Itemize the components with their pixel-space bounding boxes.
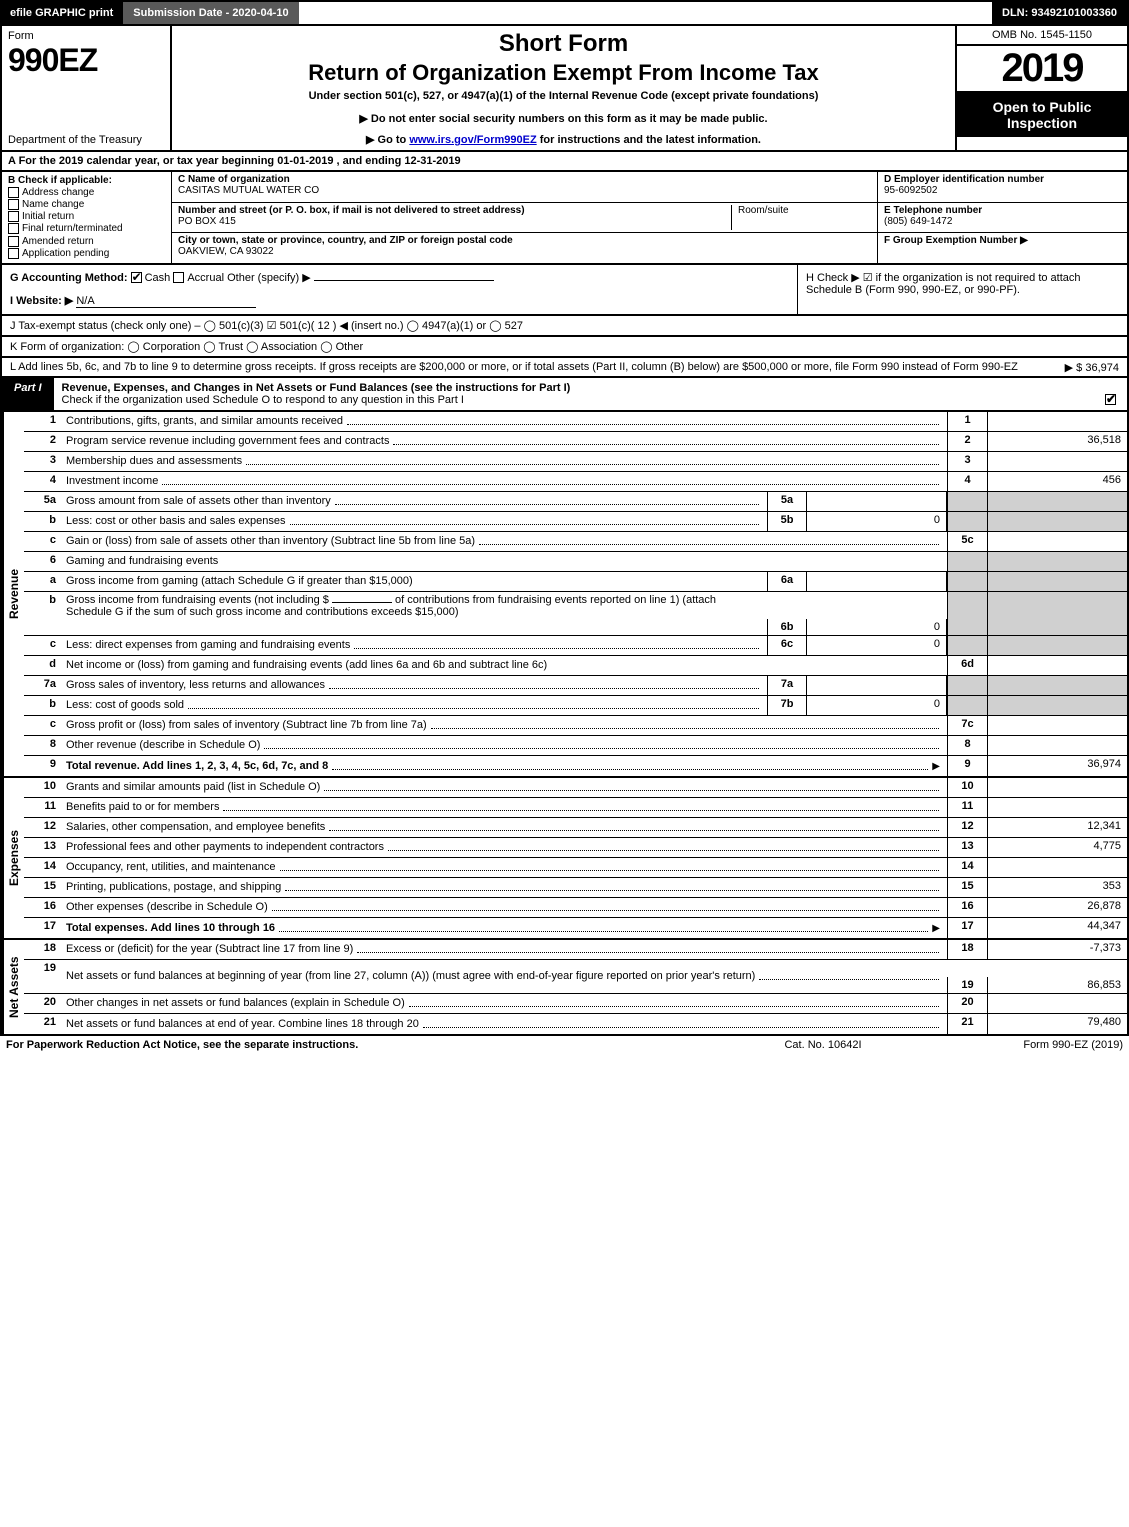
cb-accrual[interactable] — [173, 272, 184, 283]
row-i: I Website: ▶ N/A — [10, 294, 789, 308]
efile-print-button[interactable]: efile GRAPHIC print — [2, 2, 123, 24]
line-10-value — [987, 778, 1127, 797]
tel-label: E Telephone number — [884, 205, 982, 216]
line-14-value — [987, 858, 1127, 877]
row-g: G Accounting Method: Cash Accrual Other … — [10, 271, 789, 284]
part-i-title: Revenue, Expenses, and Changes in Net As… — [62, 382, 571, 394]
irs-link[interactable]: www.irs.gov/Form990EZ — [409, 134, 536, 146]
cb-application-pending[interactable]: Application pending — [8, 248, 165, 259]
department-label: Department of the Treasury — [8, 134, 164, 146]
line-4-value: 456 — [987, 472, 1127, 491]
line-5c-value — [987, 532, 1127, 551]
line-7a-value — [807, 676, 947, 695]
line-7b-value: 0 — [807, 696, 947, 715]
info-block: B Check if applicable: Address change Na… — [0, 172, 1129, 265]
line-13-value: 4,775 — [987, 838, 1127, 857]
line-16-value: 26,878 — [987, 898, 1127, 917]
page-footer: For Paperwork Reduction Act Notice, see … — [0, 1036, 1129, 1054]
line-6a-value — [807, 572, 947, 591]
header-center: Short Form Return of Organization Exempt… — [172, 26, 957, 150]
city-value: OAKVIEW, CA 93022 — [178, 246, 274, 257]
line-8-value — [987, 736, 1127, 755]
line-2-value: 36,518 — [987, 432, 1127, 451]
box-b-title: B Check if applicable: — [8, 175, 112, 186]
top-bar: efile GRAPHIC print Submission Date - 20… — [0, 0, 1129, 26]
header-left: Form 990EZ Department of the Treasury — [2, 26, 172, 150]
box-d-e-f: D Employer identification number 95-6092… — [877, 172, 1127, 263]
box-c: C Name of organization CASITAS MUTUAL WA… — [172, 172, 877, 263]
cb-final-return[interactable]: Final return/terminated — [8, 223, 165, 234]
line-9-value: 36,974 — [987, 756, 1127, 776]
goto-post: for instructions and the latest informat… — [537, 134, 761, 146]
line-6c-value: 0 — [807, 636, 947, 655]
tax-year: 2019 — [957, 46, 1127, 91]
org-name-label: C Name of organization — [178, 174, 871, 185]
submission-date: Submission Date - 2020-04-10 — [123, 2, 298, 24]
form-number: 990EZ — [8, 42, 97, 78]
tel-value: (805) 649-1472 — [884, 216, 952, 227]
row-h: H Check ▶ ☑ if the organization is not r… — [797, 265, 1127, 314]
line-5a-value — [807, 492, 947, 511]
room-suite-label: Room/suite — [731, 205, 871, 231]
netassets-side-label: Net Assets — [2, 940, 24, 1034]
line-18-value: -7,373 — [987, 940, 1127, 959]
row-l-amount: ▶ $ 36,974 — [1065, 361, 1119, 374]
ssn-notice: ▶ Do not enter social security numbers o… — [182, 112, 945, 125]
line-19-value: 86,853 — [987, 977, 1127, 993]
goto-pre: ▶ Go to — [366, 134, 409, 146]
part-i-check: Check if the organization used Schedule … — [62, 394, 464, 406]
cb-initial-return[interactable]: Initial return — [8, 211, 165, 222]
part-i-header: Part I Revenue, Expenses, and Changes in… — [0, 378, 1129, 412]
form-footer-label: Form 990-EZ (2019) — [923, 1039, 1123, 1051]
street-value: PO BOX 415 — [178, 216, 236, 227]
return-title: Return of Organization Exempt From Incom… — [182, 60, 945, 86]
revenue-side-label: Revenue — [2, 412, 24, 776]
cb-address-change[interactable]: Address change — [8, 187, 165, 198]
city-label: City or town, state or province, country… — [178, 235, 871, 246]
line-11-value — [987, 798, 1127, 817]
line-5b-value: 0 — [807, 512, 947, 531]
line-3-value — [987, 452, 1127, 471]
org-name: CASITAS MUTUAL WATER CO — [178, 185, 319, 196]
open-inspection: Open to Public Inspection — [957, 91, 1127, 137]
under-section: Under section 501(c), 527, or 4947(a)(1)… — [182, 90, 945, 102]
row-ghi: G Accounting Method: Cash Accrual Other … — [0, 265, 1129, 316]
line-6b-value: 0 — [807, 619, 947, 635]
expenses-side-label: Expenses — [2, 778, 24, 938]
line-1-value — [987, 412, 1127, 431]
ein-label: D Employer identification number — [884, 174, 1044, 185]
dln-label: DLN: 93492101003360 — [992, 2, 1127, 24]
box-b: B Check if applicable: Address change Na… — [2, 172, 172, 263]
row-a-taxyear: A For the 2019 calendar year, or tax yea… — [0, 152, 1129, 172]
website-value: N/A — [76, 295, 256, 308]
omb-number: OMB No. 1545-1150 — [957, 26, 1127, 46]
ein-value: 95-6092502 — [884, 185, 937, 196]
line-6d-value — [987, 656, 1127, 675]
catalog-number: Cat. No. 10642I — [723, 1039, 923, 1051]
line-17-value: 44,347 — [987, 918, 1127, 938]
line-12-value: 12,341 — [987, 818, 1127, 837]
topbar-spacer — [299, 2, 992, 24]
paperwork-notice: For Paperwork Reduction Act Notice, see … — [6, 1039, 723, 1051]
form-word: Form — [8, 30, 34, 42]
line-20-value — [987, 994, 1127, 1013]
form-header: Form 990EZ Department of the Treasury Sh… — [0, 26, 1129, 152]
goto-link-row: ▶ Go to www.irs.gov/Form990EZ for instru… — [182, 133, 945, 146]
header-right: OMB No. 1545-1150 2019 Open to Public In… — [957, 26, 1127, 150]
cb-cash[interactable] — [131, 272, 142, 283]
row-j: J Tax-exempt status (check only one) – ◯… — [0, 316, 1129, 337]
group-exemption-label: F Group Exemption Number ▶ — [884, 235, 1028, 246]
short-form-title: Short Form — [182, 30, 945, 58]
line-7c-value — [987, 716, 1127, 735]
row-k: K Form of organization: ◯ Corporation ◯ … — [0, 337, 1129, 358]
cb-amended-return[interactable]: Amended return — [8, 236, 165, 247]
street-label: Number and street (or P. O. box, if mail… — [178, 205, 731, 216]
cb-name-change[interactable]: Name change — [8, 199, 165, 210]
row-l: L Add lines 5b, 6c, and 7b to line 9 to … — [0, 358, 1129, 378]
cb-schedule-o[interactable] — [1105, 394, 1116, 405]
part-i-label: Part I — [2, 378, 54, 410]
line-15-value: 353 — [987, 878, 1127, 897]
line-21-value: 79,480 — [987, 1014, 1127, 1034]
